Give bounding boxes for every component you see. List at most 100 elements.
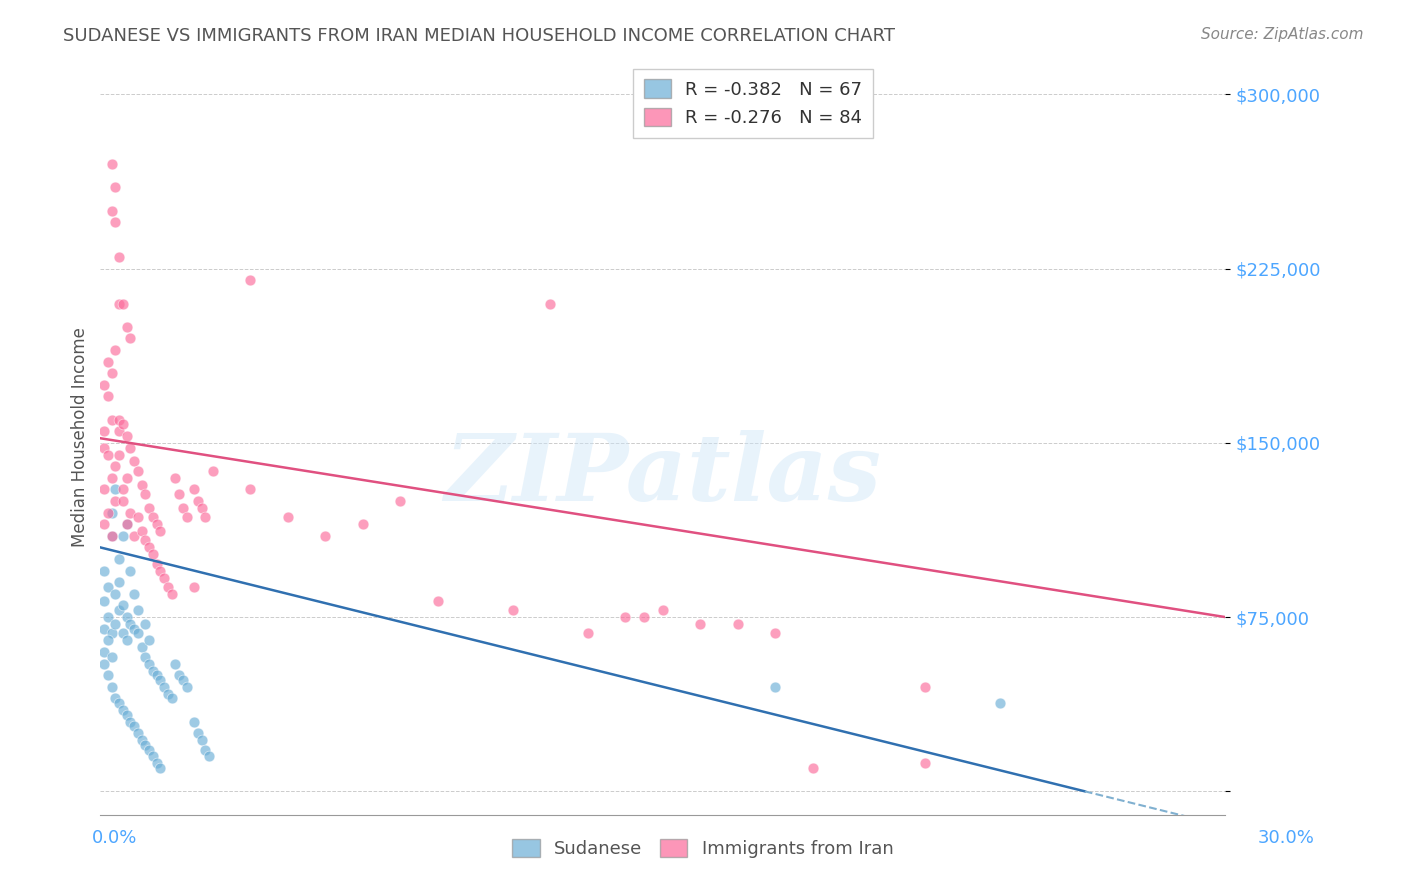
Point <box>93 645 115 659</box>
Point <box>914 756 936 771</box>
Text: SUDANESE VS IMMIGRANTS FROM IRAN MEDIAN HOUSEHOLD INCOME CORRELATION CHART: SUDANESE VS IMMIGRANTS FROM IRAN MEDIAN … <box>63 27 896 45</box>
Point <box>131 733 153 747</box>
Point <box>614 610 637 624</box>
Point <box>134 533 156 548</box>
Point <box>120 506 142 520</box>
Point <box>153 680 176 694</box>
Point <box>651 603 673 617</box>
Point <box>111 703 134 717</box>
Point <box>104 494 127 508</box>
Point <box>108 575 131 590</box>
Point <box>97 354 120 368</box>
Point <box>120 441 142 455</box>
Point <box>149 564 172 578</box>
Point <box>100 366 122 380</box>
Legend: Sudanese, Immigrants from Iran: Sudanese, Immigrants from Iran <box>505 831 901 865</box>
Point <box>97 610 120 624</box>
Point <box>156 687 179 701</box>
Point <box>100 626 122 640</box>
Point <box>142 548 165 562</box>
Point <box>183 714 205 729</box>
Point <box>108 603 131 617</box>
Point <box>115 517 138 532</box>
Point <box>120 331 142 345</box>
Point <box>190 733 212 747</box>
Point <box>801 761 824 775</box>
Point <box>111 417 134 432</box>
Point <box>97 668 120 682</box>
Point <box>111 626 134 640</box>
Point <box>765 680 787 694</box>
Point <box>93 441 115 455</box>
Point <box>104 343 127 357</box>
Point <box>633 610 655 624</box>
Point <box>131 477 153 491</box>
Point <box>160 587 183 601</box>
Point <box>104 180 127 194</box>
Point <box>115 707 138 722</box>
Point <box>156 580 179 594</box>
Point <box>100 680 122 694</box>
Point <box>134 617 156 632</box>
Point <box>277 510 299 524</box>
Point <box>93 622 115 636</box>
Point <box>97 580 120 594</box>
Point <box>97 389 120 403</box>
Text: 0.0%: 0.0% <box>91 829 136 847</box>
Point <box>108 250 131 264</box>
Point <box>138 657 160 671</box>
Point <box>194 510 217 524</box>
Point <box>111 494 134 508</box>
Point <box>115 429 138 443</box>
Point <box>165 657 187 671</box>
Point <box>93 424 115 438</box>
Point <box>100 506 122 520</box>
Point <box>122 454 145 468</box>
Point <box>138 633 160 648</box>
Point <box>727 617 749 632</box>
Point <box>145 557 167 571</box>
Point <box>93 564 115 578</box>
Point <box>93 517 115 532</box>
Point <box>149 761 172 775</box>
Point <box>127 603 149 617</box>
Point <box>194 742 217 756</box>
Point <box>352 517 374 532</box>
Point <box>190 500 212 515</box>
Point <box>127 626 149 640</box>
Point <box>165 471 187 485</box>
Point <box>914 680 936 694</box>
Point <box>120 564 142 578</box>
Point <box>538 296 561 310</box>
Point <box>127 726 149 740</box>
Point <box>100 471 122 485</box>
Point <box>100 649 122 664</box>
Point <box>160 691 183 706</box>
Point <box>127 510 149 524</box>
Point <box>239 483 262 497</box>
Point <box>176 680 198 694</box>
Text: ZIPatlas: ZIPatlas <box>444 430 882 520</box>
Point <box>93 657 115 671</box>
Point <box>127 464 149 478</box>
Point <box>108 412 131 426</box>
Point <box>111 296 134 310</box>
Point <box>314 529 336 543</box>
Point <box>108 296 131 310</box>
Point <box>142 510 165 524</box>
Point <box>576 626 599 640</box>
Point <box>176 510 198 524</box>
Point <box>115 517 138 532</box>
Point <box>104 215 127 229</box>
Point <box>167 668 190 682</box>
Point <box>183 483 205 497</box>
Point <box>502 603 524 617</box>
Legend: R = -0.382   N = 67, R = -0.276   N = 84: R = -0.382 N = 67, R = -0.276 N = 84 <box>633 69 873 138</box>
Point <box>108 696 131 710</box>
Point <box>122 622 145 636</box>
Point <box>93 594 115 608</box>
Point <box>93 377 115 392</box>
Point <box>153 571 176 585</box>
Point <box>120 714 142 729</box>
Point <box>426 594 449 608</box>
